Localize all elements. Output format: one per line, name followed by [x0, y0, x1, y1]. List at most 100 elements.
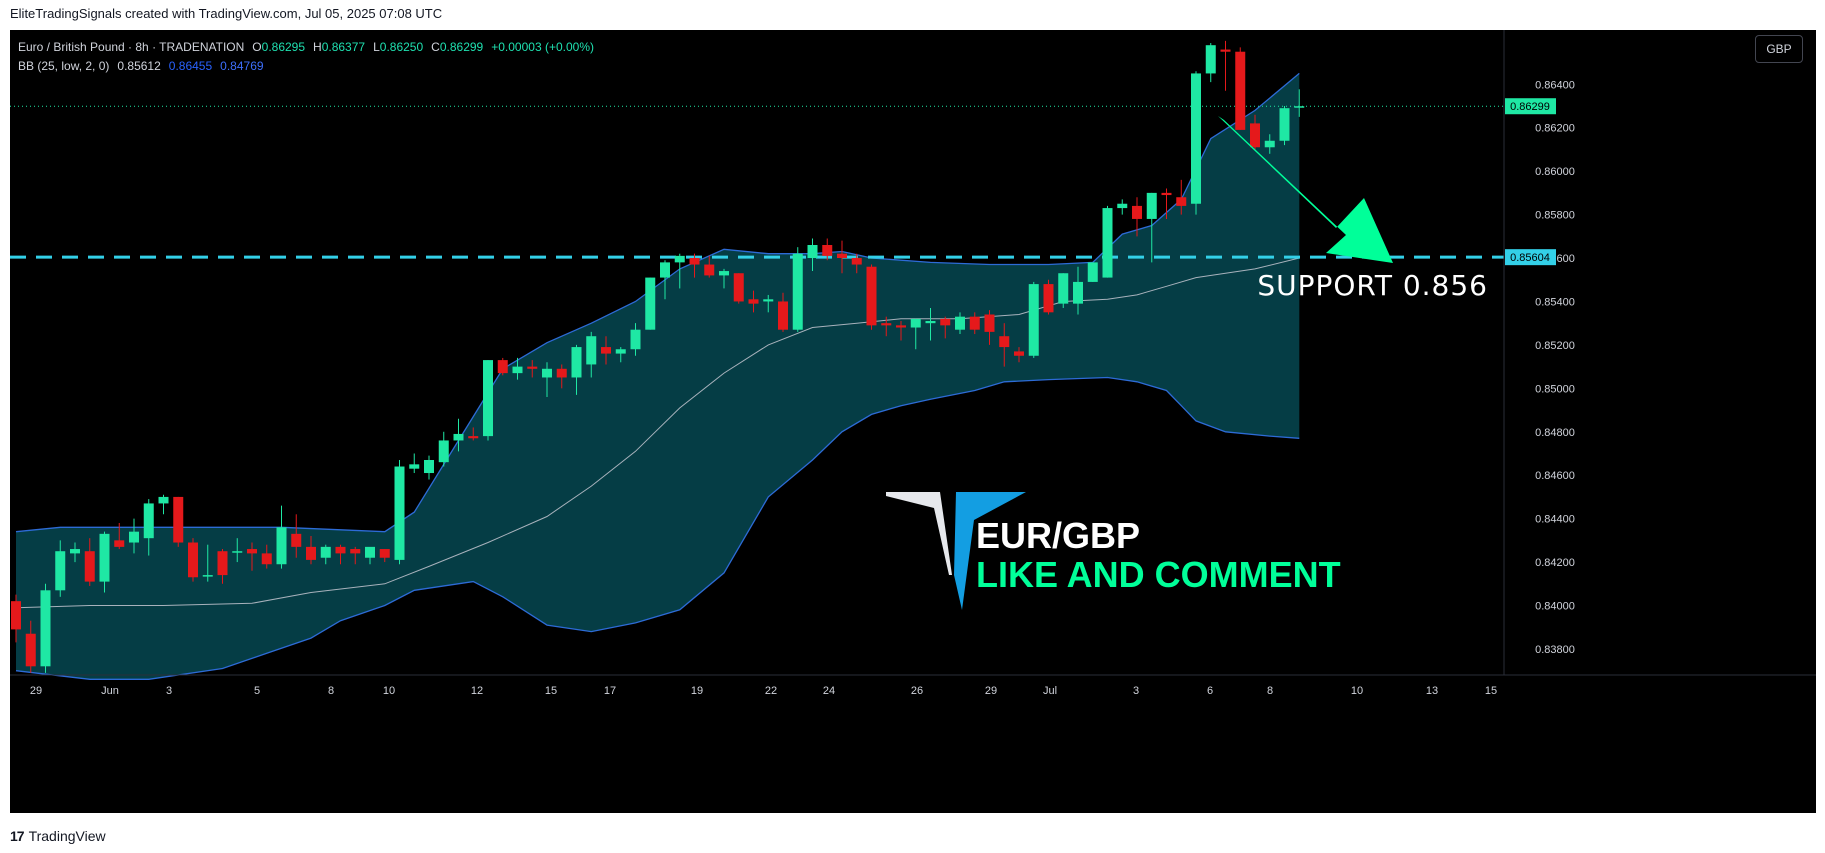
candle-body[interactable]	[409, 464, 420, 469]
candle-body[interactable]	[999, 336, 1010, 348]
candle-body[interactable]	[1161, 192, 1172, 196]
candle-body[interactable]	[586, 336, 597, 365]
candle-body[interactable]	[630, 329, 641, 350]
chart-panel[interactable]: SUPPORT 0.856 EUR/GBP LIKE AND COMMENT 0.83…	[10, 30, 1816, 813]
candle-body[interactable]	[1279, 108, 1290, 141]
candle-body[interactable]	[217, 551, 228, 576]
candle-body[interactable]	[320, 546, 331, 558]
candle-body[interactable]	[1264, 140, 1275, 148]
y-tick-label: 0.86000	[1535, 166, 1575, 178]
x-tick-label: Jul	[1043, 685, 1057, 697]
candle-body[interactable]	[542, 368, 552, 378]
legend-bb-upper: 0.86455	[168, 59, 213, 73]
candle-body[interactable]	[556, 368, 567, 378]
candle-body[interactable]	[365, 546, 375, 558]
candle-body[interactable]	[1058, 273, 1069, 304]
candle-body[interactable]	[851, 258, 862, 265]
candle-body[interactable]	[379, 549, 390, 558]
candle-body[interactable]	[1176, 197, 1187, 206]
candle-body[interactable]	[99, 533, 110, 582]
candle-body[interactable]	[114, 540, 125, 547]
candle-body[interactable]	[335, 546, 346, 554]
candle-body[interactable]	[173, 496, 184, 543]
candle-body[interactable]	[792, 253, 803, 330]
candle-body[interactable]	[881, 323, 892, 326]
candle-body[interactable]	[158, 496, 169, 504]
candle-body[interactable]	[910, 318, 921, 328]
x-tick-label: 3	[1133, 685, 1139, 697]
candle-body[interactable]	[615, 349, 626, 354]
candle-body[interactable]	[143, 503, 154, 539]
candle-body[interactable]	[660, 262, 670, 278]
legend-bb-lower: 0.84769	[220, 59, 264, 73]
candle-body[interactable]	[512, 366, 523, 374]
candle-body[interactable]	[940, 318, 951, 326]
candle-body[interactable]	[84, 551, 95, 582]
candle-body[interactable]	[689, 258, 700, 265]
candle-body[interactable]	[261, 553, 272, 565]
candle-body[interactable]	[955, 316, 965, 330]
candle-body[interactable]	[1028, 284, 1039, 356]
candle-body[interactable]	[188, 542, 198, 578]
candle-body[interactable]	[674, 255, 685, 263]
candle-body[interactable]	[453, 433, 464, 441]
candle-body[interactable]	[232, 551, 243, 553]
candle-body[interactable]	[822, 245, 833, 256]
candle-body[interactable]	[424, 460, 434, 474]
candle-body[interactable]	[1043, 284, 1054, 313]
candle-body[interactable]	[969, 316, 980, 330]
candle-body[interactable]	[704, 264, 715, 276]
candle-body[interactable]	[1117, 203, 1128, 209]
candle-body[interactable]	[807, 245, 818, 259]
candle-body[interactable]	[1073, 281, 1083, 304]
candle-body[interactable]	[527, 366, 538, 369]
candle-body[interactable]	[748, 299, 759, 304]
candle-body[interactable]	[1235, 51, 1246, 130]
candle-body[interactable]	[1146, 192, 1157, 219]
y-tick-label: 0.86400	[1535, 79, 1575, 91]
legend-symbol[interactable]: Euro / British Pound · 8h · TRADENATION	[18, 40, 245, 54]
candle-body[interactable]	[984, 314, 995, 332]
candle-body[interactable]	[925, 321, 936, 324]
candle-body[interactable]	[483, 360, 493, 437]
candle-body[interactable]	[1250, 123, 1260, 148]
candle-body[interactable]	[896, 325, 906, 328]
candle-body[interactable]	[645, 277, 656, 330]
candle-body[interactable]	[601, 347, 611, 354]
candle-body[interactable]	[866, 266, 877, 326]
legend-bb-label[interactable]: BB (25, low, 2, 0)	[18, 59, 110, 73]
candle-body[interactable]	[778, 301, 788, 330]
candle-body[interactable]	[202, 575, 213, 577]
candle-body[interactable]	[763, 299, 774, 302]
candle-body[interactable]	[25, 633, 36, 667]
candle-body[interactable]	[1220, 49, 1231, 52]
currency-button[interactable]: GBP	[1755, 35, 1803, 63]
candle-body[interactable]	[468, 436, 479, 439]
candle-body[interactable]	[497, 360, 508, 374]
candle-body[interactable]	[129, 531, 139, 543]
candle-body[interactable]	[70, 549, 80, 554]
candle-body[interactable]	[276, 527, 287, 565]
candle-body[interactable]	[733, 273, 744, 302]
candle-body[interactable]	[837, 253, 847, 259]
candle-body[interactable]	[1294, 106, 1305, 108]
candle-body[interactable]	[1102, 208, 1113, 278]
candle-body[interactable]	[40, 590, 51, 667]
candle-body[interactable]	[247, 549, 257, 554]
candle-body[interactable]	[291, 533, 302, 547]
candle-body[interactable]	[306, 546, 316, 560]
candle-body[interactable]	[350, 549, 361, 554]
candle-body[interactable]	[1132, 205, 1142, 219]
y-tick-label: 0.83800	[1535, 644, 1575, 656]
candle-body[interactable]	[11, 601, 21, 630]
candle-body[interactable]	[394, 466, 405, 560]
candle-body[interactable]	[1014, 351, 1024, 356]
candle-body[interactable]	[55, 551, 66, 591]
candle-body[interactable]	[571, 347, 582, 378]
candle-body[interactable]	[1205, 45, 1216, 74]
candle-body[interactable]	[1191, 73, 1201, 204]
candle-body[interactable]	[438, 440, 449, 463]
candle-body[interactable]	[1087, 262, 1098, 282]
candle-body[interactable]	[719, 271, 729, 276]
